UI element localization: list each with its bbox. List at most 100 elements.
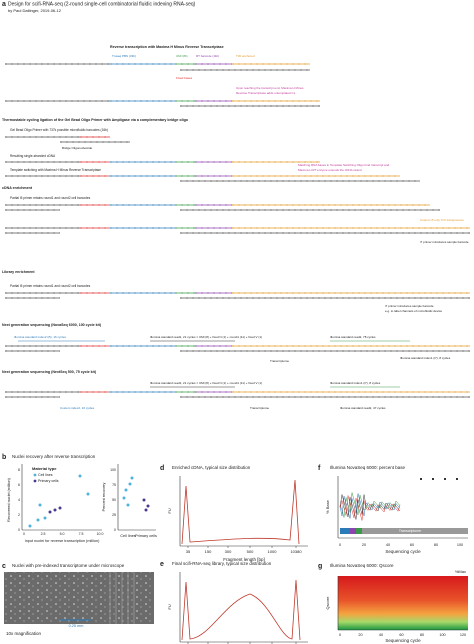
label: Transcriptome — [399, 529, 421, 533]
label: Primary cells — [38, 479, 59, 483]
label: Thermostable cycling ligation of the Gel… — [2, 118, 189, 122]
label: b — [2, 454, 6, 461]
x-tick-label: 300 — [225, 549, 232, 554]
label: Custom i5 only Tn5 transposome — [420, 218, 464, 222]
label: d — [160, 465, 164, 472]
label: Fixed bases — [176, 76, 193, 80]
point — [58, 506, 62, 510]
cycle-segment — [362, 528, 468, 534]
legend-marker — [33, 479, 37, 483]
marker — [432, 478, 434, 480]
marker — [456, 478, 458, 480]
label: FU — [167, 508, 172, 513]
y-tick-label: 2 — [18, 513, 20, 517]
label: Cell lines — [38, 473, 53, 477]
point — [28, 524, 32, 528]
label: Library enrichment — [2, 270, 35, 274]
label: Custom index2, 16 cycles — [60, 406, 95, 410]
label: Maxima H RT enzyme extends the cDNA stra… — [298, 168, 362, 172]
label: Sequencing cycle — [385, 638, 421, 643]
x-tick-label: 120 — [460, 633, 466, 637]
label: Illumina standard read2, 78 cycles — [330, 335, 376, 339]
label: f — [318, 465, 321, 472]
x-tick-label: 40 — [379, 633, 383, 637]
base-trace — [339, 495, 401, 521]
y-tick-label: 75 — [112, 483, 116, 487]
y-tick-label: 6 — [18, 483, 20, 487]
x-tick-label: 60 — [399, 633, 403, 637]
label: RT barcode (11b) — [196, 54, 219, 58]
y-tick-label: 0 — [18, 528, 20, 532]
label: Illumina NovaSeq 6000: Qscore — [330, 563, 394, 568]
label: Next generation sequencing (NovaSeq 6000… — [2, 323, 102, 327]
trace — [181, 479, 300, 545]
x-tick-label: 10.0 — [97, 532, 104, 536]
label: Nuclei with pre-indexed transcriptome un… — [12, 563, 125, 568]
label: Percent recovery — [102, 483, 106, 512]
point — [126, 503, 130, 507]
label: Illumina standard index2 (i5), 16 cycles — [14, 335, 66, 339]
label: Sequencing cycle — [385, 549, 421, 554]
x-tick-label: 10380 — [290, 549, 302, 554]
label: Upon reaching the transcript end, Maxima… — [236, 86, 304, 90]
label: g — [318, 563, 322, 570]
point — [130, 476, 134, 480]
label: Illumina standard index1 (i7), 8 cycles — [330, 381, 381, 385]
label: e — [160, 561, 164, 568]
label: i7 primer introduces sample barcode — [385, 304, 434, 308]
y-tick-label: 0 — [114, 528, 116, 532]
base-trace — [339, 494, 401, 520]
base-trace — [339, 493, 401, 519]
label: Illumina standard index1 (i7), 8 cycles — [400, 356, 451, 360]
x-tick-label: Cell lines — [120, 534, 136, 538]
cycle-segment — [340, 528, 350, 534]
point — [146, 504, 150, 508]
point — [38, 503, 42, 507]
label: Recovered nuclei (million) — [7, 477, 11, 521]
point — [86, 492, 90, 496]
x-tick-label: 1000 — [268, 549, 278, 554]
y-tick-label: 50 — [112, 498, 116, 502]
point — [78, 474, 82, 478]
x-tick-label: 150 — [205, 549, 212, 554]
x-tick-label: 0 — [23, 532, 25, 536]
x-tick-label: 20 — [358, 633, 362, 637]
label: Illumina standard read1, 21 cycles = UMI… — [150, 335, 262, 339]
x-tick-label: 100 — [457, 543, 463, 547]
x-tick-label: 100 — [439, 633, 445, 637]
point — [48, 510, 52, 514]
x-tick-label: 5.0 — [60, 532, 65, 536]
label: Illumina standard read2, 47 cycles — [340, 406, 386, 410]
y-tick-label: 25 — [112, 513, 116, 517]
y-tick-label: 8 — [18, 468, 20, 472]
point — [144, 508, 148, 512]
label: Nuclei recovery after reverse transcript… — [12, 454, 96, 459]
label: Matching RNA bases in Template Switching… — [298, 163, 389, 167]
y-tick-label: 4 — [18, 498, 20, 502]
x-tick-label: 60 — [410, 543, 414, 547]
micrograph-texture — [4, 572, 154, 624]
label: Fragment length [bp] — [223, 557, 265, 562]
point — [128, 482, 132, 486]
label: i7 primer introduces sample barcode — [420, 240, 469, 244]
x-tick-label: 40 — [386, 543, 390, 547]
x-tick-label: 80 — [434, 543, 438, 547]
label: 0.25 mm — [69, 624, 84, 628]
label: 10x magnification — [6, 631, 42, 636]
heatmap — [338, 576, 468, 630]
point — [124, 488, 128, 492]
x-tick-label: 80 — [420, 633, 424, 637]
label: Bridge Oligonucleotide — [62, 146, 93, 150]
marker — [444, 478, 446, 480]
y-tick-label: 100 — [110, 468, 116, 472]
x-tick-label: 500 — [247, 549, 254, 554]
label: FU — [167, 604, 172, 609]
label: UMI (8b) — [176, 54, 188, 58]
label: %Max — [455, 569, 466, 574]
label: Material type — [32, 466, 57, 471]
x-tick-label: 20 — [362, 543, 366, 547]
label: cDNA enrichment — [2, 186, 33, 190]
x-tick-label: 0 — [339, 633, 341, 637]
label: Next generation sequencing (NextSeq 500,… — [2, 370, 97, 374]
